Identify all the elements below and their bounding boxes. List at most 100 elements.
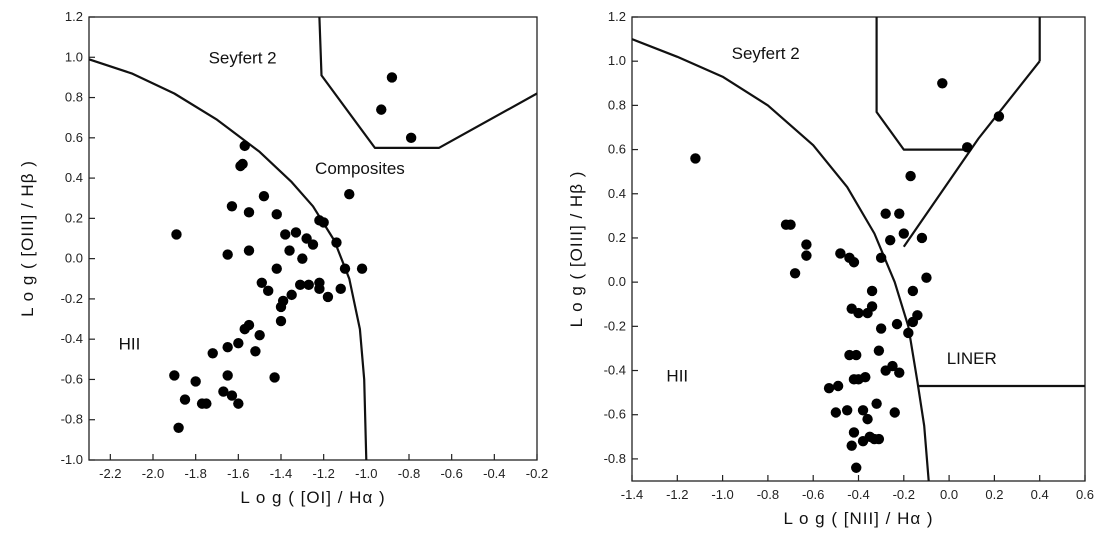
nii-y-tick-label: -0.6 xyxy=(604,407,626,422)
oi-data-point xyxy=(190,376,201,387)
nii-data-point xyxy=(894,367,905,378)
oi-data-point xyxy=(405,132,417,144)
nii-data-point xyxy=(844,349,855,361)
oi-x-tick-label: -1.2 xyxy=(312,466,334,481)
oi-x-tick-label: -0.2 xyxy=(526,466,548,481)
nii-data-point xyxy=(785,219,796,230)
nii-bpt-panel: -1.4 -1.2 -1.0 -0.8 -0.6 -0.4 -0.2 0.0 0.2 0.4 0.6… xyxy=(567,9,1094,528)
nii-data-point xyxy=(875,323,887,334)
oi-data-point xyxy=(254,329,265,341)
nii-x-tick-label: 0.2 xyxy=(985,487,1003,502)
oi-data-point xyxy=(226,201,238,212)
oi-y-tick-label: 0.0 xyxy=(65,251,83,266)
oi-data-point xyxy=(275,301,287,313)
oi-data-point xyxy=(318,217,329,228)
nii-data-point xyxy=(898,228,909,239)
oi-plot-area xyxy=(89,17,537,460)
nii-data-point xyxy=(903,327,914,339)
nii-data-point xyxy=(862,413,873,425)
oi-seyfert-box-line xyxy=(318,17,537,149)
oi-data-point xyxy=(233,398,244,409)
nii-data-point xyxy=(848,257,860,268)
nii-data-point xyxy=(862,307,873,319)
nii-data-point xyxy=(848,427,860,438)
oi-data-point xyxy=(286,289,297,301)
nii-data-point xyxy=(873,345,885,356)
oi-y-tick-label: 0.2 xyxy=(65,210,83,225)
nii-x-tick-label: -0.8 xyxy=(757,487,779,502)
nii-y-tick-label: -0.4 xyxy=(604,363,626,378)
oi-data-point xyxy=(344,189,355,200)
nii-data-point xyxy=(832,380,844,392)
oi-data-point xyxy=(222,370,233,381)
oi-data-point xyxy=(222,342,233,353)
nii-region-label: LINER xyxy=(947,349,997,368)
nii-data-point xyxy=(907,285,919,297)
nii-data-point xyxy=(905,170,916,182)
oi-data-point xyxy=(280,229,291,240)
nii-data-point xyxy=(835,248,846,259)
nii-data-point xyxy=(851,462,862,473)
nii-y-tick-label: -0.2 xyxy=(604,318,626,333)
nii-data-point xyxy=(916,232,928,244)
nii-data-point xyxy=(801,250,812,261)
oi-data-point xyxy=(243,207,255,218)
oi-data-point xyxy=(322,291,334,303)
nii-y-tick-label: 1.2 xyxy=(608,9,626,24)
oi-data-point xyxy=(271,263,282,274)
oi-y-tick-label: 0.8 xyxy=(65,90,83,105)
oi-data-point xyxy=(271,209,282,220)
oi-x-tick-label: -2.2 xyxy=(99,466,121,481)
oi-x-tick-label: -1.8 xyxy=(184,466,206,481)
oi-data-point xyxy=(376,104,387,115)
oi-data-point xyxy=(314,283,325,295)
nii-y-tick-label: 0.6 xyxy=(608,142,626,157)
oi-y-tick-label: -1.0 xyxy=(61,452,83,467)
oi-data-point xyxy=(207,348,218,359)
oi-data-point xyxy=(339,263,351,274)
oi-x-tick-label: -0.8 xyxy=(398,466,420,481)
nii-x-tick-label: 0.6 xyxy=(1076,487,1094,502)
nii-data-point xyxy=(857,436,869,447)
nii-data-point xyxy=(823,383,835,394)
oi-data-point xyxy=(269,372,280,383)
nii-data-point xyxy=(937,78,948,89)
oi-y-tick-label: -0.8 xyxy=(61,412,83,427)
oi-data-point xyxy=(256,277,267,288)
oi-x-tick-label: -2.0 xyxy=(142,466,164,481)
oi-data-point xyxy=(243,245,255,256)
nii-x-axis-title: L o g ( [NII] / Hα ) xyxy=(783,509,933,528)
nii-y-tick-label: 0.2 xyxy=(608,230,626,245)
nii-data-point xyxy=(846,303,857,314)
nii-data-point xyxy=(885,234,896,246)
oi-y-axis-title: L o g ( [OIII] / Hβ ) xyxy=(18,160,37,317)
oi-data-point xyxy=(222,249,233,260)
nii-y-tick-label: -0.8 xyxy=(604,451,626,466)
oi-data-point xyxy=(386,72,398,83)
nii-x-tick-label: 0.4 xyxy=(1031,487,1049,502)
oi-data-point xyxy=(226,390,238,401)
oi-data-point xyxy=(284,245,295,256)
oi-data-point xyxy=(307,239,319,250)
nii-data-point xyxy=(907,316,919,328)
nii-data-point xyxy=(894,208,905,219)
nii-composite-seyfert-divider-line xyxy=(902,60,1041,248)
nii-data-point xyxy=(869,433,880,445)
nii-data-point xyxy=(889,407,900,418)
nii-y-tick-label: 1.0 xyxy=(608,53,626,68)
oi-plot-frame xyxy=(88,16,538,461)
nii-x-tick-label: -1.4 xyxy=(621,487,643,502)
oi-region-label: Seyfert 2 xyxy=(209,48,277,67)
oi-data-point xyxy=(295,279,306,291)
nii-data-point xyxy=(857,405,869,416)
oi-data-point xyxy=(239,323,250,335)
nii-x-tick-label: -1.0 xyxy=(711,487,733,502)
oi-data-point xyxy=(250,346,261,357)
nii-x-tick-label: -0.2 xyxy=(893,487,915,502)
oi-data-point xyxy=(239,140,250,152)
nii-data-point xyxy=(801,239,812,250)
nii-data-point xyxy=(871,398,882,409)
oi-data-point xyxy=(303,279,314,291)
nii-plot-area xyxy=(632,17,1085,481)
